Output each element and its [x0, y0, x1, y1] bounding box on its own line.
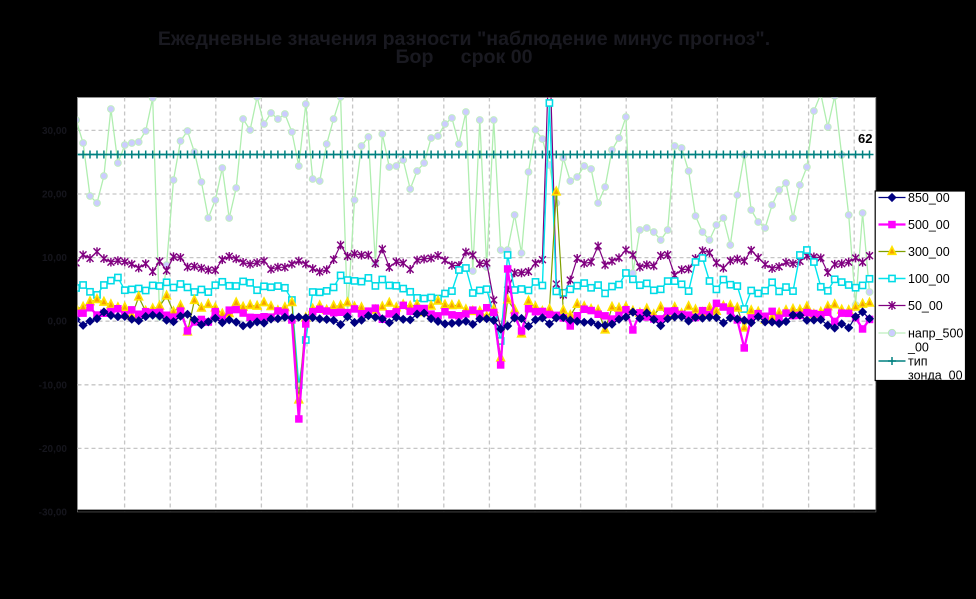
- svg-text:Ежедневные значения разности ": Ежедневные значения разности "наблюдение…: [158, 28, 770, 50]
- svg-text:напр_500: напр_500: [908, 327, 963, 341]
- svg-text:62: 62: [858, 131, 872, 146]
- svg-text:-10,00: -10,00: [39, 380, 68, 391]
- svg-text:0,00: 0,00: [48, 317, 68, 328]
- svg-text:_00: _00: [907, 341, 929, 355]
- svg-text:30,00: 30,00: [42, 126, 67, 137]
- svg-text:100_00: 100_00: [908, 272, 950, 286]
- svg-text:50_00: 50_00: [908, 299, 943, 313]
- svg-text:-20,00: -20,00: [39, 444, 68, 455]
- svg-text:Бор срок 00: Бор срок 00: [395, 46, 532, 68]
- svg-text:20,00: 20,00: [42, 190, 67, 201]
- svg-text:850_00: 850_00: [908, 191, 950, 205]
- svg-text:10,00: 10,00: [42, 253, 67, 264]
- svg-text:зонда_00: зонда_00: [908, 369, 963, 383]
- svg-text:500_00: 500_00: [908, 218, 950, 232]
- svg-text:тип: тип: [908, 355, 927, 369]
- svg-text:-30,00: -30,00: [39, 508, 68, 519]
- svg-text:300_00: 300_00: [908, 245, 950, 259]
